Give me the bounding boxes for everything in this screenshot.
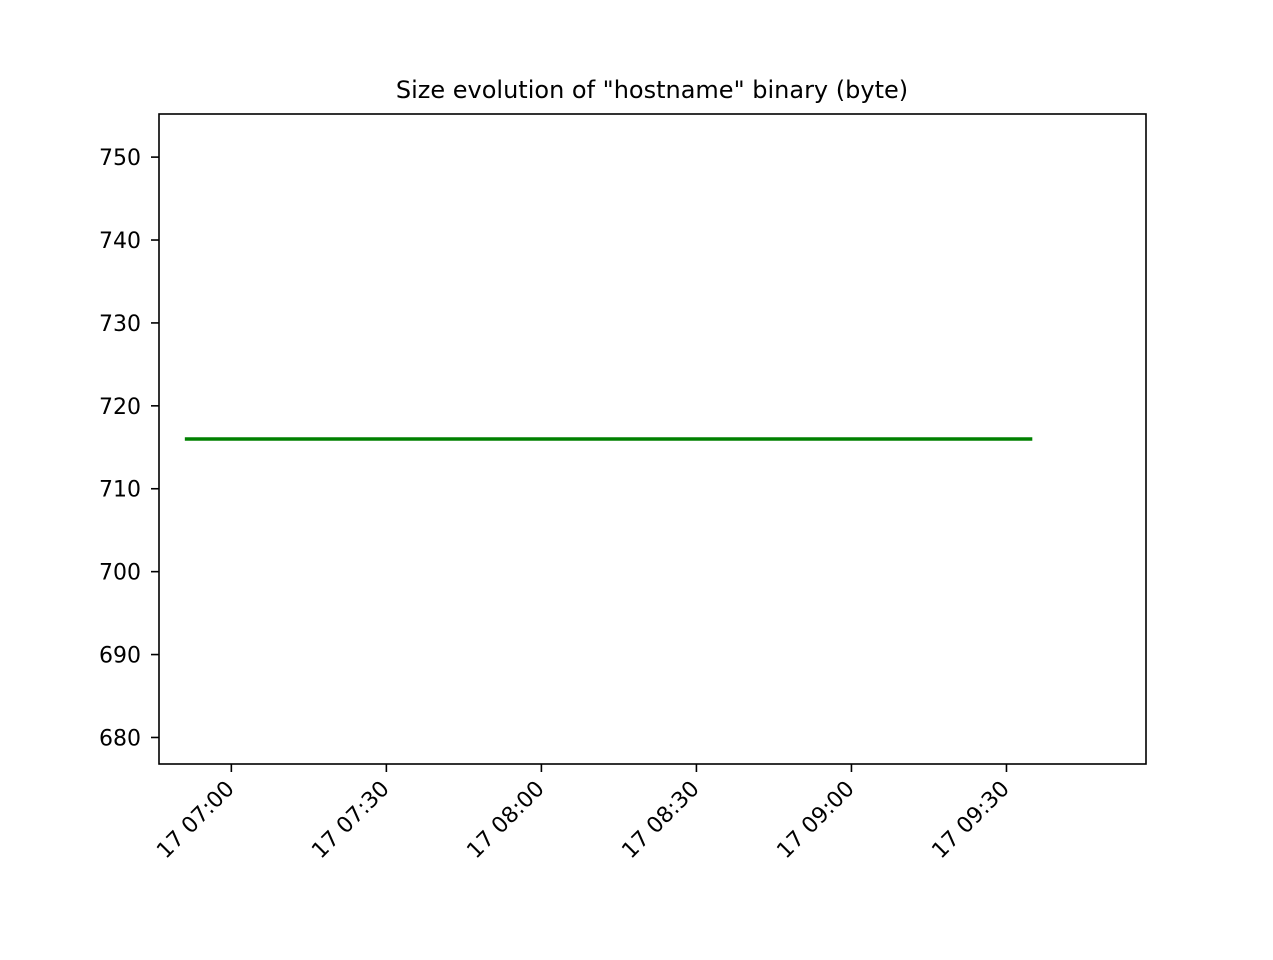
y-tick-label-6: 740 — [99, 229, 141, 254]
y-tick-label-7: 750 — [99, 146, 141, 171]
plot-frame — [158, 113, 1147, 765]
y-tick-label-1: 690 — [99, 644, 141, 669]
y-axis: 680 690 700 710 720 730 740 750 — [99, 146, 159, 751]
y-tick-label-2: 700 — [99, 561, 141, 586]
y-tick-label-3: 710 — [99, 478, 141, 503]
chart-title: Size evolution of "hostname" binary (byt… — [396, 76, 908, 104]
y-tick-label-0: 680 — [99, 726, 141, 751]
y-tick-label-4: 720 — [99, 395, 141, 420]
y-tick-label-5: 730 — [99, 312, 141, 337]
